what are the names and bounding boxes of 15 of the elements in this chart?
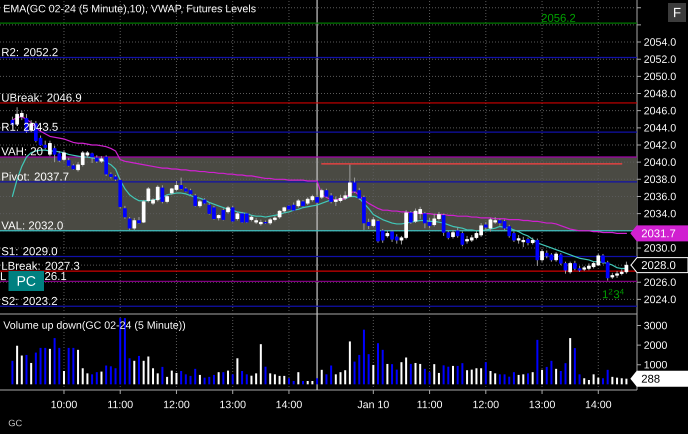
y-tick-label: 2000 bbox=[644, 341, 667, 349]
x-tick-label: 13:00 bbox=[220, 400, 246, 408]
text: 288 bbox=[642, 374, 660, 383]
x-tick-label: 12:00 bbox=[473, 400, 499, 408]
x-tick-label: 14:00 bbox=[586, 400, 612, 408]
x-tick-label: 13:00 bbox=[530, 400, 555, 408]
x-tick-label: 10:00 bbox=[51, 400, 77, 408]
x-tick-label: 11:00 bbox=[108, 400, 133, 408]
text: GC bbox=[8, 420, 22, 426]
x-tick-label: Jan 10 bbox=[358, 400, 389, 408]
y-tick-label: 1000 bbox=[644, 360, 667, 368]
x-tick-label: 14:00 bbox=[276, 400, 302, 408]
x-tick-label: 11:00 bbox=[417, 400, 442, 408]
x-tick-label: 12:00 bbox=[164, 400, 190, 408]
y-tick-label: 3000 bbox=[644, 322, 667, 330]
